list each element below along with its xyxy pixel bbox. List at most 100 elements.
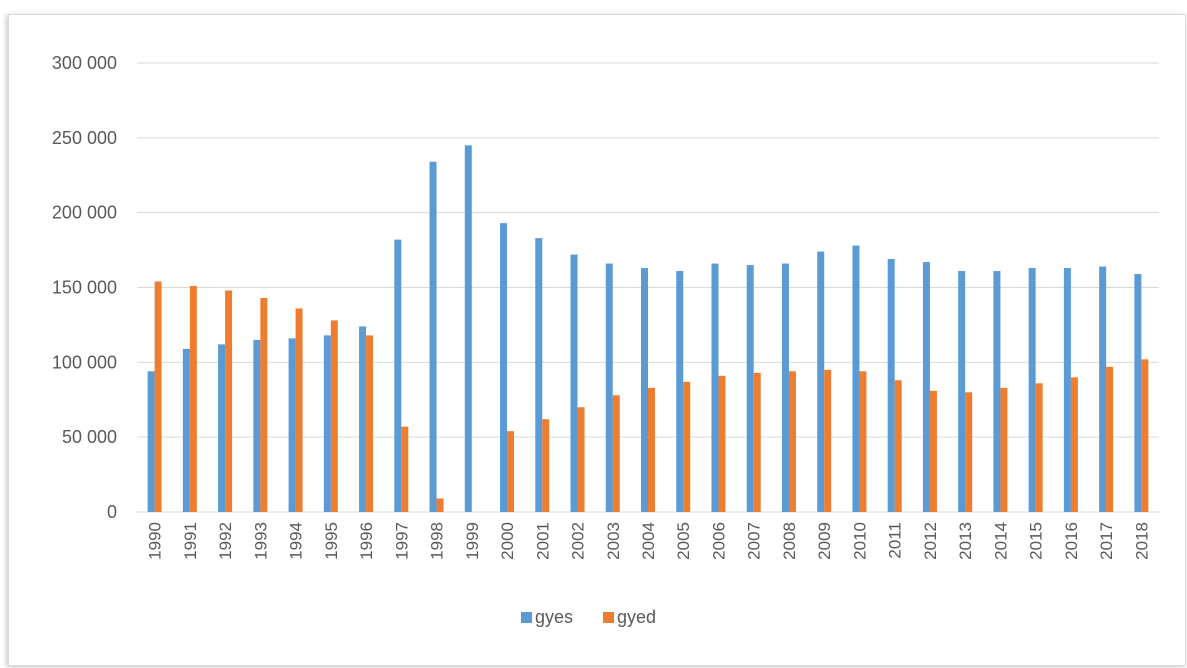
bar-gyed-2018 [1141, 359, 1149, 512]
bar-gyes-2007 [746, 265, 754, 512]
y-tick-label: 100 000 [52, 352, 117, 372]
bar-gyes-2006 [711, 263, 719, 512]
y-tick-label: 300 000 [52, 53, 117, 73]
bar-gyed-1990 [154, 281, 162, 512]
bar-gyed-2003 [612, 395, 620, 512]
bar-gyes-2003 [605, 263, 613, 512]
bar-gyed-2008 [788, 371, 796, 512]
bar-gyes-2000 [500, 223, 508, 513]
x-tick-label: 1991 [181, 522, 200, 560]
x-tick-label: 2012 [921, 522, 940, 560]
x-tick-label: 1993 [251, 522, 270, 560]
bar-gyed-2016 [1070, 377, 1078, 512]
bar-gyed-1992 [225, 290, 233, 512]
y-tick-label: 50 000 [62, 427, 117, 447]
x-tick-label: 2016 [1062, 522, 1081, 560]
x-tick-label: 2009 [815, 522, 834, 560]
bar-gyed-1991 [189, 286, 197, 512]
x-tick-label: 2006 [709, 522, 728, 560]
bar-gyes-2012 [922, 262, 930, 512]
x-tick-label: 1990 [146, 522, 165, 560]
bar-gyed-2015 [1035, 383, 1043, 512]
bar-gyes-2013 [958, 271, 966, 512]
x-tick-label: 1997 [392, 522, 411, 560]
bar-gyes-1996 [359, 326, 367, 512]
bar-gyes-2010 [852, 245, 860, 513]
bar-gyed-2001 [542, 419, 550, 512]
bar-gyed-2006 [718, 375, 726, 512]
bar-gyes-2017 [1099, 266, 1107, 512]
y-tick-label: 150 000 [52, 278, 117, 298]
bar-gyed-2005 [683, 381, 691, 512]
bar-gyes-2005 [676, 271, 684, 512]
x-tick-label: 2013 [956, 522, 975, 560]
bar-gyes-1994 [288, 338, 296, 512]
bar-gyes-1997 [394, 239, 402, 512]
bar-gyed-2004 [648, 387, 655, 512]
y-axis-tick-labels: 0 50 000 100 000 150 000 200 000 250 000 300 0… [52, 53, 117, 522]
bar-gyed-2011 [894, 380, 902, 512]
bars [147, 145, 1149, 513]
x-tick-label: 2004 [639, 522, 658, 560]
legend-label-gyes: gyes [535, 607, 573, 627]
bar-gyes-2014 [993, 271, 1001, 512]
x-tick-label: 2001 [533, 522, 552, 560]
x-tick-label: 2010 [850, 522, 869, 560]
x-tick-label: 2018 [1132, 522, 1151, 560]
bar-gyed-2012 [929, 390, 937, 512]
x-tick-label: 2003 [604, 522, 623, 560]
legend-swatch-gyed [603, 612, 614, 623]
bar-gyed-2017 [1106, 366, 1114, 512]
x-tick-label: 1995 [322, 522, 341, 560]
bar-gyes-1992 [218, 344, 226, 512]
bar-gyed-2000 [507, 431, 515, 512]
chart-frame: 0 50 000 100 000 150 000 200 000 250 000 300 0… [8, 14, 1186, 666]
bar-gyed-2009 [824, 369, 832, 512]
y-tick-label: 200 000 [52, 203, 117, 223]
bar-gyes-2002 [570, 254, 578, 512]
x-tick-label: 2005 [674, 522, 693, 560]
x-tick-label: 2008 [780, 522, 799, 560]
x-tick-label: 1994 [287, 522, 306, 560]
bar-gyed-1995 [330, 320, 338, 512]
bar-gyed-1997 [401, 426, 409, 512]
legend-swatch-gyes [521, 612, 532, 623]
bar-gyes-1991 [182, 348, 190, 512]
bar-gyes-1999 [464, 145, 472, 513]
legend-label-gyed: gyed [617, 607, 656, 627]
bar-gyes-2011 [887, 259, 895, 512]
bar-gyed-2002 [577, 407, 585, 512]
x-tick-label: 2002 [569, 522, 588, 560]
bar-gyed-2013 [965, 392, 973, 512]
bar-gyes-2018 [1134, 274, 1142, 512]
bar-gyed-2014 [1000, 387, 1008, 512]
bar-gyes-2015 [1028, 268, 1036, 512]
x-tick-label: 2015 [1027, 522, 1046, 560]
y-tick-label: 250 000 [52, 128, 117, 148]
bar-gyed-1996 [366, 335, 374, 512]
x-tick-label: 2014 [991, 522, 1010, 560]
bar-gyes-2016 [1063, 268, 1071, 512]
x-tick-label: 1998 [428, 522, 447, 560]
bar-gyes-2004 [641, 268, 648, 512]
bar-gyed-2007 [753, 372, 761, 512]
bar-gyes-1998 [429, 161, 437, 512]
y-tick-label: 0 [107, 502, 117, 522]
x-tick-label: 1992 [216, 522, 235, 560]
bar-gyed-1994 [295, 308, 303, 512]
bar-gyed-1993 [260, 297, 268, 512]
bar-gyes-2009 [817, 251, 825, 512]
x-tick-label: 1996 [357, 522, 376, 560]
bar-gyed-1998 [436, 498, 444, 512]
bar-gyes-2008 [781, 263, 789, 512]
bar-gyes-1990 [147, 371, 155, 512]
x-tick-label: 2000 [498, 522, 517, 560]
x-tick-label: 2011 [886, 522, 905, 559]
legend: gyes gyed [521, 607, 656, 627]
bar-gyes-1995 [323, 335, 331, 512]
x-tick-label: 2007 [745, 522, 764, 560]
bar-gyes-1993 [253, 339, 261, 512]
bar-gyes-2001 [535, 238, 543, 513]
x-tick-label: 2017 [1097, 522, 1116, 560]
x-tick-label: 1999 [463, 522, 482, 560]
